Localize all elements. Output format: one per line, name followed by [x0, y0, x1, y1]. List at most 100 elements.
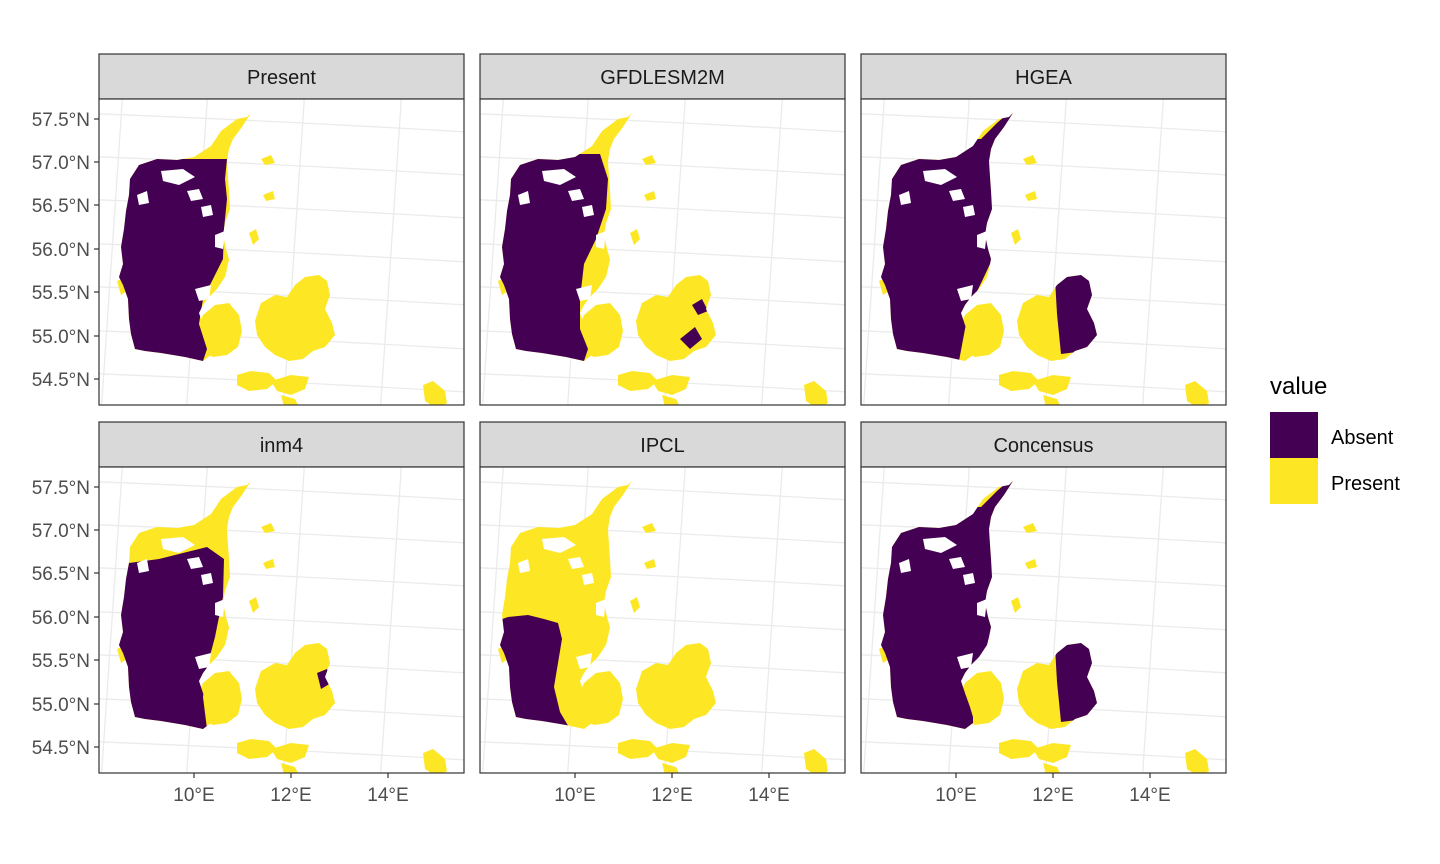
map-panel-concensus: Concensus 10°E 12°E 14°E — [860, 421, 1227, 806]
y-tick-label: 56.0°N — [32, 240, 90, 261]
island — [644, 559, 656, 569]
panel-title: inm4 — [260, 435, 303, 457]
island — [652, 375, 690, 395]
panel-border — [479, 466, 846, 774]
water-gaps — [518, 537, 606, 669]
y-tick-label: 56.5°N — [32, 564, 90, 585]
y-tick-label: 55.5°N — [32, 283, 90, 304]
island — [1025, 191, 1037, 201]
panel-plot: 57.5°N 57.0°N 56.5°N 56.0°N 55.5°N 55.0°N 54.5… — [32, 98, 465, 406]
island — [271, 375, 309, 395]
panel-title: Concensus — [993, 435, 1093, 457]
island — [804, 381, 828, 405]
x-tick-label: 12°E — [651, 785, 692, 806]
island — [263, 191, 275, 201]
island — [195, 303, 242, 357]
y-tick-label: 54.5°N — [32, 370, 90, 391]
water-gaps — [518, 169, 606, 301]
island — [1011, 597, 1021, 613]
panel-plot: 10°E 12°E 14°E — [860, 466, 1227, 806]
water-gaps — [899, 169, 987, 301]
island — [999, 371, 1039, 391]
absent-area-islands — [1055, 269, 1101, 354]
panel-plot: 10°E 12°E 14°E — [479, 466, 846, 806]
map-panels: Present 57.5°N 57.0°N 56.5°N 56.0°N 55.5°N 55.… — [32, 53, 1227, 806]
island — [957, 303, 1004, 357]
y-tick-label: 57.5°N — [32, 110, 90, 131]
island — [281, 395, 298, 405]
panel-border — [860, 466, 1227, 774]
absent-area-islands — [680, 299, 708, 349]
island — [1033, 375, 1071, 395]
legend: value Absent Present — [1270, 373, 1400, 504]
panel-border — [98, 98, 465, 406]
island — [1025, 559, 1037, 569]
absent-area — [119, 547, 224, 729]
legend-label-absent: Absent — [1331, 427, 1394, 449]
y-tick-label: 55.0°N — [32, 327, 90, 348]
y-tick-label: 57.0°N — [32, 521, 90, 542]
panel-strip — [479, 421, 846, 468]
panel-strip — [98, 53, 465, 100]
panel-title: Present — [247, 67, 316, 89]
island — [662, 395, 679, 405]
island — [237, 739, 277, 759]
island — [630, 597, 640, 613]
legend-title: value — [1270, 373, 1327, 400]
map-panel-inm4: inm4 57.5°N 57.0°N 56.5°N 56.0°N 55.5°N 55.0°N… — [32, 421, 465, 806]
island — [281, 763, 298, 773]
panel-strip — [98, 421, 465, 468]
x-tick-label: 12°E — [1032, 785, 1073, 806]
island — [644, 191, 656, 201]
panel-title: IPCL — [640, 435, 684, 457]
x-tick-label: 14°E — [367, 785, 408, 806]
island — [618, 739, 658, 759]
island — [255, 275, 335, 361]
legend-label-present: Present — [1331, 473, 1400, 495]
island — [255, 643, 335, 729]
island — [576, 303, 623, 357]
x-tick-label: 10°E — [173, 785, 214, 806]
island — [642, 523, 656, 533]
map-panel-ipcl: IPCL 10°E 12°E 14°E — [479, 421, 846, 806]
island — [423, 381, 447, 405]
y-tick-label: 56.0°N — [32, 608, 90, 629]
absent-area — [500, 154, 608, 361]
panel-strip — [479, 53, 846, 100]
x-tick-label: 12°E — [270, 785, 311, 806]
island — [1185, 749, 1209, 773]
map-panel-gfdl: GFDLESM2M — [479, 53, 846, 406]
y-tick-label: 57.5°N — [32, 478, 90, 499]
island — [1023, 523, 1037, 533]
island — [1033, 743, 1071, 763]
island — [1011, 229, 1021, 245]
panel-border — [860, 98, 1227, 406]
absent-area-islands — [1055, 637, 1101, 722]
island — [636, 643, 716, 729]
island — [1023, 155, 1037, 165]
island — [804, 749, 828, 773]
panel-title: GFDLESM2M — [600, 67, 724, 89]
absent-area — [881, 113, 1013, 361]
y-tick-label: 54.5°N — [32, 738, 90, 759]
absent-area — [119, 159, 227, 361]
island — [249, 597, 259, 613]
x-tick-label: 10°E — [554, 785, 595, 806]
map-panel-present: Present 57.5°N 57.0°N 56.5°N 56.0°N 55.5°N 55.… — [32, 53, 465, 406]
island — [249, 229, 259, 245]
island — [261, 523, 275, 533]
y-tick-label: 55.5°N — [32, 651, 90, 672]
panel-plot: 57.5°N 57.0°N 56.5°N 56.0°N 55.5°N 55.0°N 54.5… — [32, 466, 465, 806]
water-gaps — [137, 169, 225, 301]
panel-border — [98, 466, 465, 774]
island — [1043, 395, 1060, 405]
map-panel-hgea: HGEA — [860, 53, 1227, 406]
island — [1185, 381, 1209, 405]
island — [652, 743, 690, 763]
island — [237, 371, 277, 391]
legend-key-present — [1270, 458, 1318, 504]
panel-strip — [860, 53, 1227, 100]
water-gaps — [137, 537, 225, 669]
y-tick-label: 55.0°N — [32, 695, 90, 716]
